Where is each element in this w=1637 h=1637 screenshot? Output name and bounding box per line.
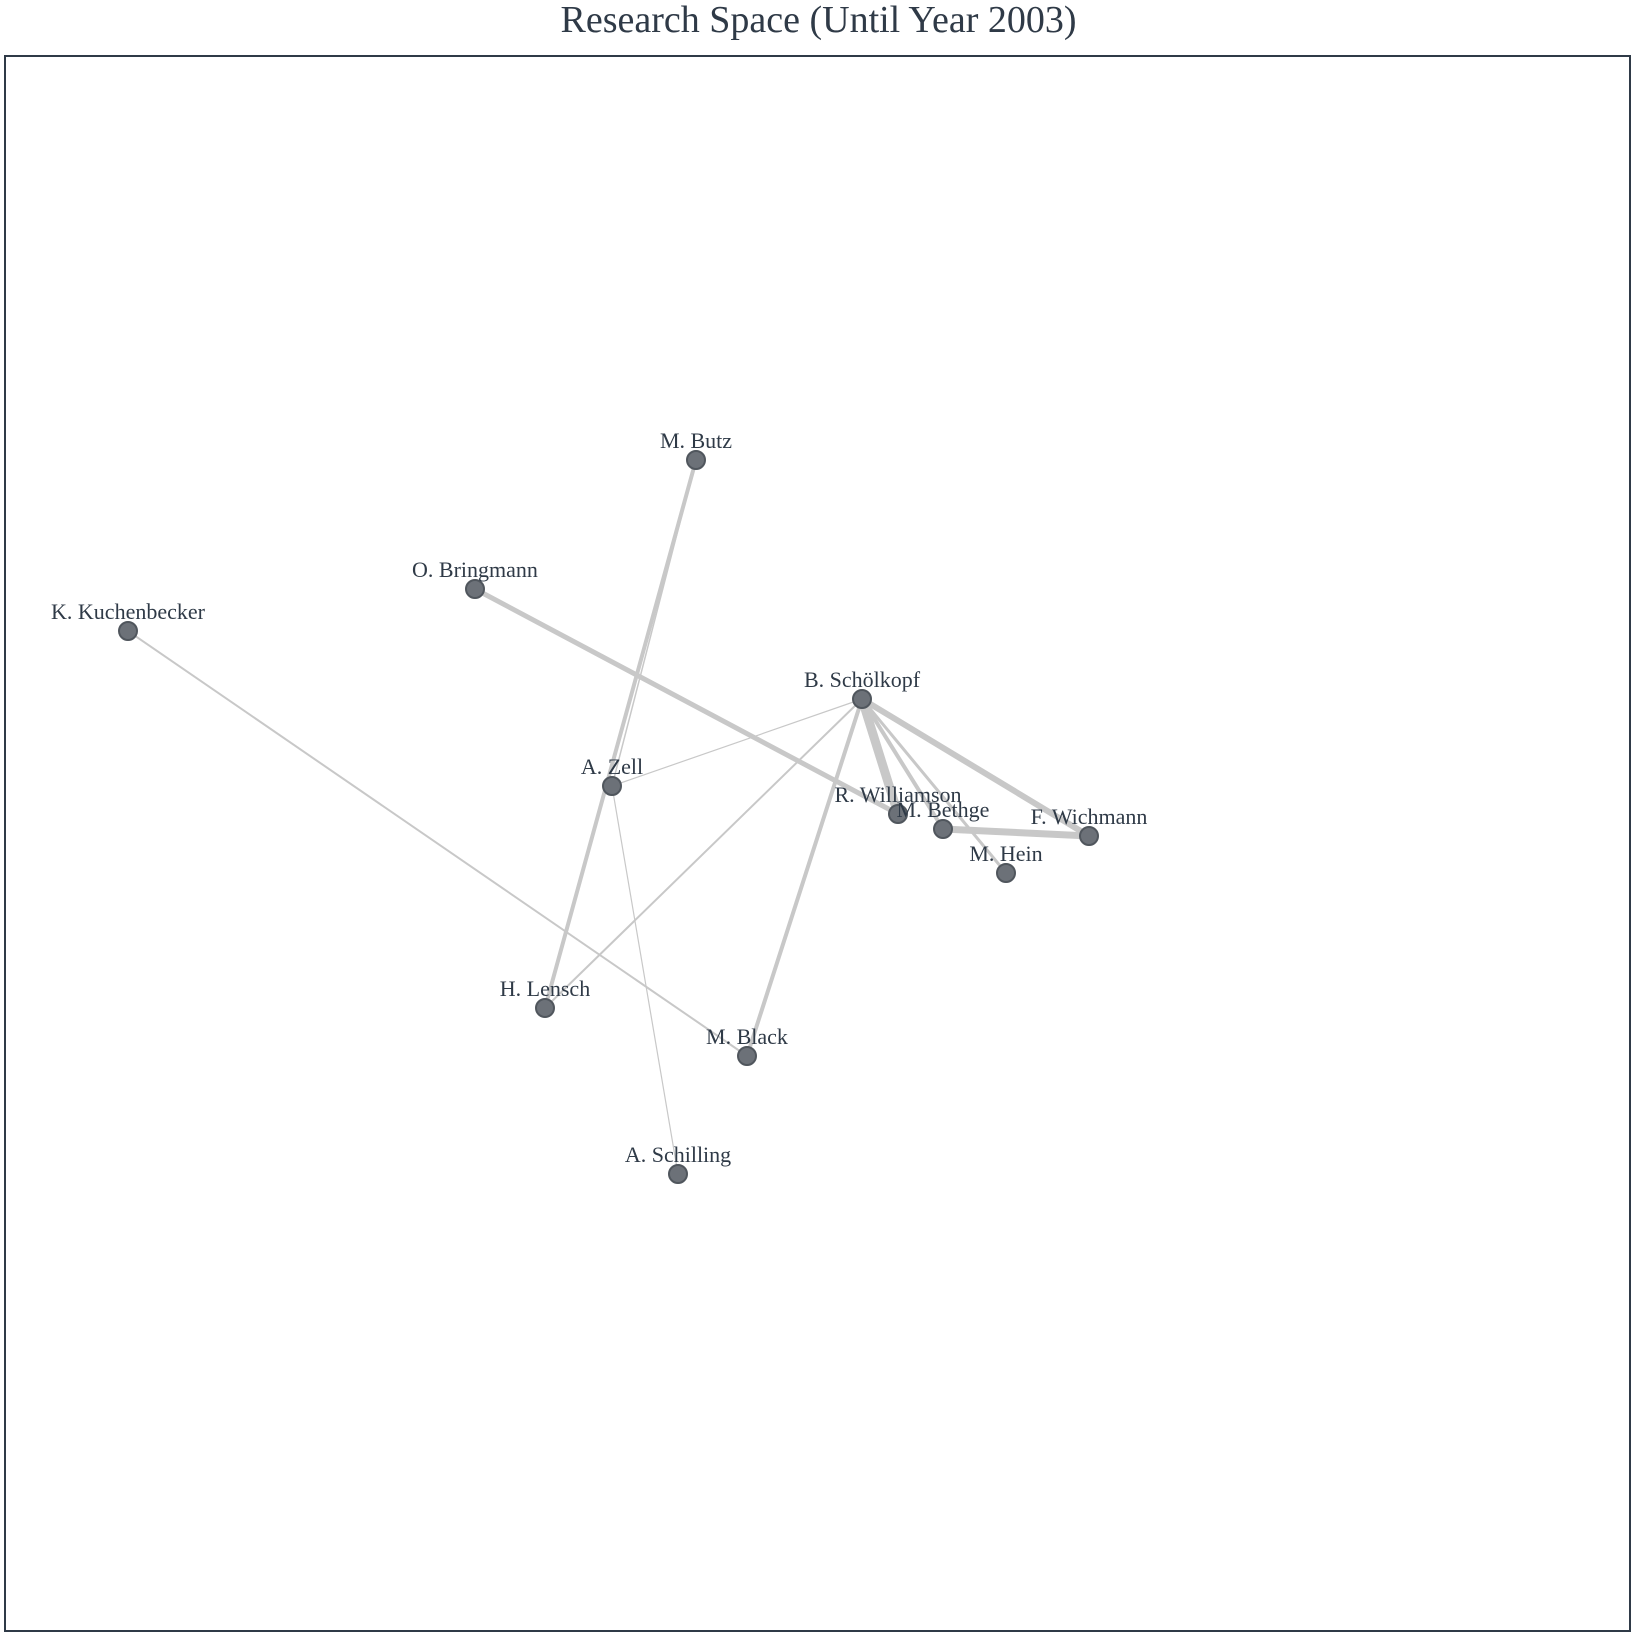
- node-black[interactable]: [737, 1046, 757, 1066]
- node-label-black: M. Black: [706, 1024, 788, 1049]
- plot-frame: [4, 55, 1631, 1632]
- node-schilling[interactable]: [668, 1164, 688, 1184]
- node-label-wichmann: F. Wichmann: [1031, 804, 1148, 829]
- node-label-zell: A. Zell: [581, 754, 643, 779]
- node-label-hein: M. Hein: [969, 841, 1042, 866]
- edge-butz-lensch: [543, 458, 698, 1010]
- node-label-lensch: H. Lensch: [500, 976, 590, 1001]
- node-label-bethge: M. Bethge: [897, 797, 990, 822]
- node-label-schilling: A. Schilling: [625, 1142, 731, 1167]
- node-kuchenbecker[interactable]: [118, 621, 138, 641]
- edge-schoelkopf-wichmann: [859, 696, 1092, 839]
- edge-schoelkopf-black: [745, 697, 864, 1058]
- node-zell[interactable]: [602, 776, 622, 796]
- edge-butz-zell: [611, 459, 697, 787]
- edge-bringmann-williamson: [472, 586, 901, 817]
- node-bethge[interactable]: [933, 819, 953, 839]
- node-williamson[interactable]: [888, 804, 908, 824]
- node-label-williamson: R. Williamson: [834, 782, 961, 807]
- node-butz[interactable]: [686, 450, 706, 470]
- node-label-kuchenbecker: K. Kuchenbecker: [51, 599, 206, 624]
- edge-schoelkopf-lensch: [544, 698, 863, 1009]
- node-label-schoelkopf: B. Schölkopf: [804, 667, 921, 692]
- edge-kuchenbecker-black: [127, 630, 748, 1057]
- node-hein[interactable]: [996, 863, 1016, 883]
- edge-schoelkopf-williamson: [857, 694, 903, 819]
- node-label-bringmann: O. Bringmann: [412, 557, 538, 582]
- edges-layer: [127, 458, 1093, 1175]
- node-schoelkopf[interactable]: [852, 689, 872, 709]
- chart-title: Research Space (Until Year 2003): [560, 0, 1077, 41]
- node-label-butz: M. Butz: [660, 428, 732, 453]
- node-bringmann[interactable]: [465, 579, 485, 599]
- nodes-layer: [118, 450, 1099, 1184]
- node-lensch[interactable]: [535, 998, 555, 1018]
- node-wichmann[interactable]: [1079, 826, 1099, 846]
- edge-schoelkopf-zell: [611, 698, 863, 787]
- edge-schoelkopf-hein: [860, 697, 1008, 875]
- edge-zell-schilling: [611, 785, 679, 1175]
- edge-bethge-wichmann: [939, 825, 1093, 840]
- edge-schoelkopf-bethge: [860, 697, 945, 831]
- labels-layer: M. Butz O. Bringmann K. Kuchenbecker B. Sch…: [51, 428, 1147, 1167]
